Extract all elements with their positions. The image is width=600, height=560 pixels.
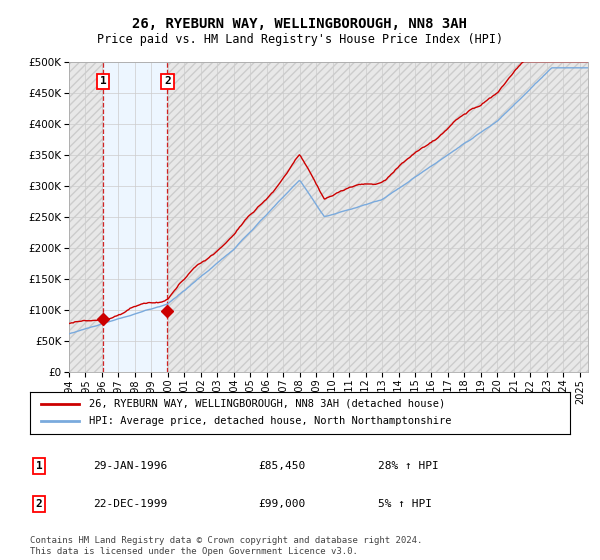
Text: Price paid vs. HM Land Registry's House Price Index (HPI): Price paid vs. HM Land Registry's House … xyxy=(97,32,503,46)
Text: 2: 2 xyxy=(35,499,43,509)
Text: 1: 1 xyxy=(100,77,107,86)
Bar xyxy=(69,62,103,372)
Text: £99,000: £99,000 xyxy=(258,499,305,509)
Text: 22-DEC-1999: 22-DEC-1999 xyxy=(93,499,167,509)
Text: HPI: Average price, detached house, North Northamptonshire: HPI: Average price, detached house, Nort… xyxy=(89,417,452,426)
Text: 29-JAN-1996: 29-JAN-1996 xyxy=(93,461,167,471)
Text: 5% ↑ HPI: 5% ↑ HPI xyxy=(378,499,432,509)
Bar xyxy=(103,62,167,372)
Text: 1: 1 xyxy=(35,461,43,471)
Text: 26, RYEBURN WAY, WELLINGBOROUGH, NN8 3AH (detached house): 26, RYEBURN WAY, WELLINGBOROUGH, NN8 3AH… xyxy=(89,399,446,409)
Text: 28% ↑ HPI: 28% ↑ HPI xyxy=(378,461,439,471)
Text: £85,450: £85,450 xyxy=(258,461,305,471)
Text: 26, RYEBURN WAY, WELLINGBOROUGH, NN8 3AH: 26, RYEBURN WAY, WELLINGBOROUGH, NN8 3AH xyxy=(133,16,467,30)
Bar xyxy=(167,62,588,372)
Text: Contains HM Land Registry data © Crown copyright and database right 2024.
This d: Contains HM Land Registry data © Crown c… xyxy=(30,536,422,556)
Text: 2: 2 xyxy=(164,77,171,86)
